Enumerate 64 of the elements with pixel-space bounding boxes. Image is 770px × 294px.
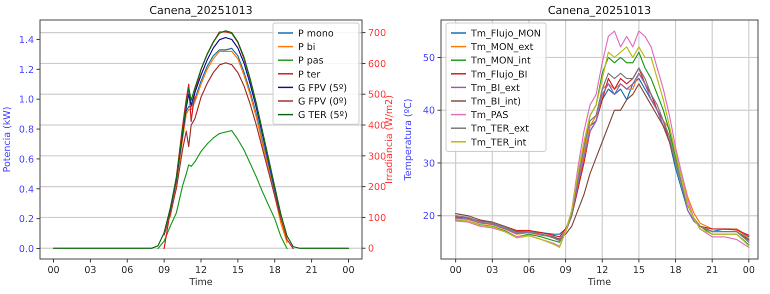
y-tick-label: 0.2 [18,214,34,226]
x-tick-label: 00 [47,265,60,276]
x-axis-title: Time [188,277,213,288]
y-tick-label: 0.6 [18,154,34,166]
x-tick-label: 18 [268,265,281,276]
x-tick-label: 21 [706,265,718,276]
y2-tick-label: 600 [368,58,386,70]
legend-label: P pas [298,56,324,67]
y2-axis-title: Irradiancia (W/m2) [384,95,395,184]
y-axis-title: Potencia (kW) [2,106,13,172]
x-tick-label: 00 [450,265,462,276]
x-tick-label: 03 [486,265,498,276]
x-tick-label: 15 [632,265,645,276]
x-tick-label: 12 [596,265,608,276]
x-tick-label: 15 [232,265,244,276]
y2-tick-label: 0 [368,244,374,255]
y2-tick-label: 300 [368,151,386,162]
x-axis-title: Time [586,277,612,288]
legend-label: Tm_BI_int) [470,96,521,108]
y-tick-label: 1.0 [18,94,34,106]
legend-label: G FPV (5º) [298,82,348,94]
y-tick-label: 1.2 [18,64,34,76]
y2-tick-label: 100 [368,212,386,224]
y-tick-label: 40 [422,106,435,117]
x-tick-label: 09 [158,265,170,276]
legend-label: P mono [298,28,334,40]
line-series [170,50,288,244]
legend-label: Tm_TER_ext [470,124,530,135]
legend-label: Tm_Flujo_BI [470,69,528,80]
y-tick-label: 0.0 [18,244,34,256]
x-tick-label: 06 [121,265,134,276]
x-tick-label: 03 [84,265,96,276]
y-tick-label: 0.8 [18,124,34,136]
line-series [52,30,350,249]
x-tick-label: 12 [194,265,208,276]
legend-label: P bi [298,42,316,54]
line-series [157,130,288,250]
y-tick-label: 30 [422,158,435,170]
y-tick-label: 20 [422,211,435,222]
x-tick-label: 21 [306,265,318,276]
chart-title: Canena_20251013 [548,4,652,17]
legend-label: Tm_MON_int [470,56,531,67]
y2-tick-label: 400 [368,120,386,132]
chart-title: Canena_20251013 [149,4,253,17]
y2-tick-label: 500 [368,90,386,101]
y2-tick-label: 200 [368,182,386,194]
x-tick-label: 00 [342,265,355,276]
y-axis-title: Temperatura (ºC) [403,98,414,182]
y-tick-label: 0.4 [18,184,34,196]
x-tick-label: 06 [522,265,535,276]
legend-label: Tm_TER_int [470,137,527,148]
y-tick-label: 1.4 [18,34,34,46]
y2-tick-label: 700 [368,28,386,40]
x-tick-label: 00 [742,265,755,276]
x-tick-label: 09 [560,265,572,276]
y-tick-label: 50 [422,52,435,64]
legend-label: G FPV (0º) [298,96,348,108]
legend-label: G TER (5º) [298,110,348,122]
legend-label: Tm_Flujo_MON [470,28,541,40]
legend-label: P ter [298,69,320,80]
legend-label: Tm_PAS [470,110,508,122]
x-tick-label: 18 [669,265,682,276]
legend-label: Tm_BI_ext [470,82,520,94]
legend-label: Tm_MON_ext [470,42,534,54]
